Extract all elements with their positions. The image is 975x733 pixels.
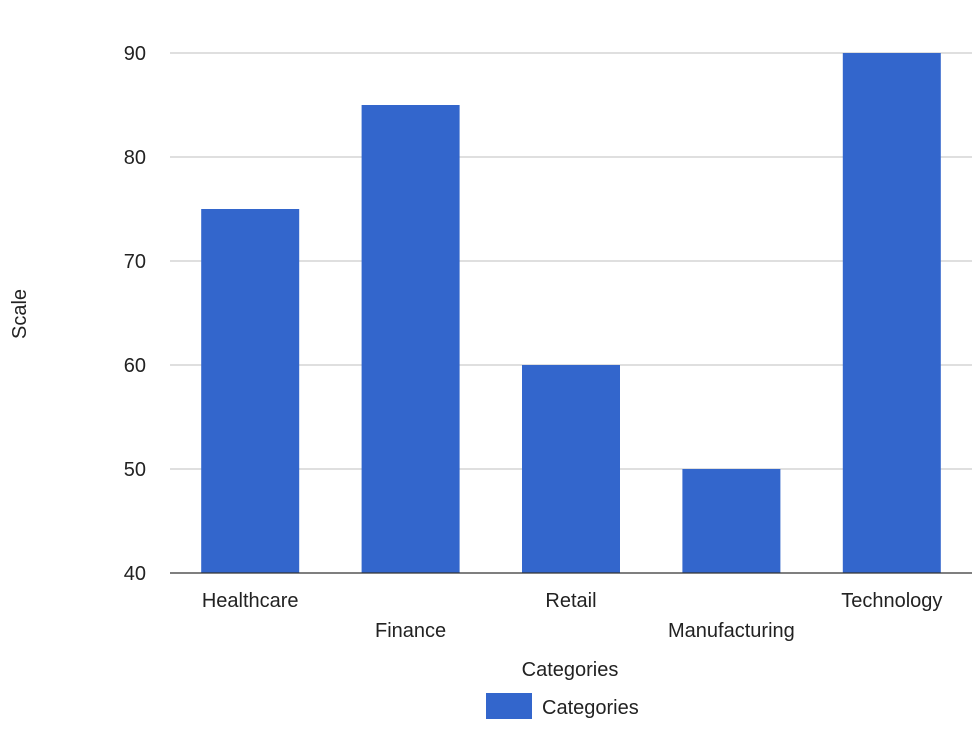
y-tick-label: 50 xyxy=(124,459,146,481)
y-tick-label: 90 xyxy=(124,43,146,65)
legend: Categories xyxy=(486,693,639,719)
gridlines xyxy=(170,52,972,470)
x-tick-label: Retail xyxy=(545,590,596,612)
y-axis-title: Scale xyxy=(9,289,31,339)
y-axis-ticks: 40 50 60 70 80 90 xyxy=(124,43,146,585)
y-tick-label: 70 xyxy=(124,251,146,273)
x-axis-title: Categories xyxy=(522,659,619,681)
x-tick-label: Healthcare xyxy=(202,590,299,612)
x-axis-ticks: Healthcare Finance Retail Manufacturing Tech… xyxy=(202,590,943,642)
y-tick-label: 80 xyxy=(124,147,146,169)
legend-swatch xyxy=(486,693,532,719)
bar-technology xyxy=(842,53,941,573)
x-tick-label: Finance xyxy=(375,620,446,642)
bar-manufacturing xyxy=(682,469,781,573)
x-tick-label: Technology xyxy=(841,590,942,612)
y-tick-label: 40 xyxy=(124,563,146,585)
bars xyxy=(201,53,941,573)
bar-healthcare xyxy=(201,209,300,573)
x-tick-label: Manufacturing xyxy=(668,620,795,642)
bar-finance xyxy=(361,105,460,573)
y-tick-label: 60 xyxy=(124,355,146,377)
bar-retail xyxy=(522,365,620,573)
legend-label: Categories xyxy=(542,697,639,719)
